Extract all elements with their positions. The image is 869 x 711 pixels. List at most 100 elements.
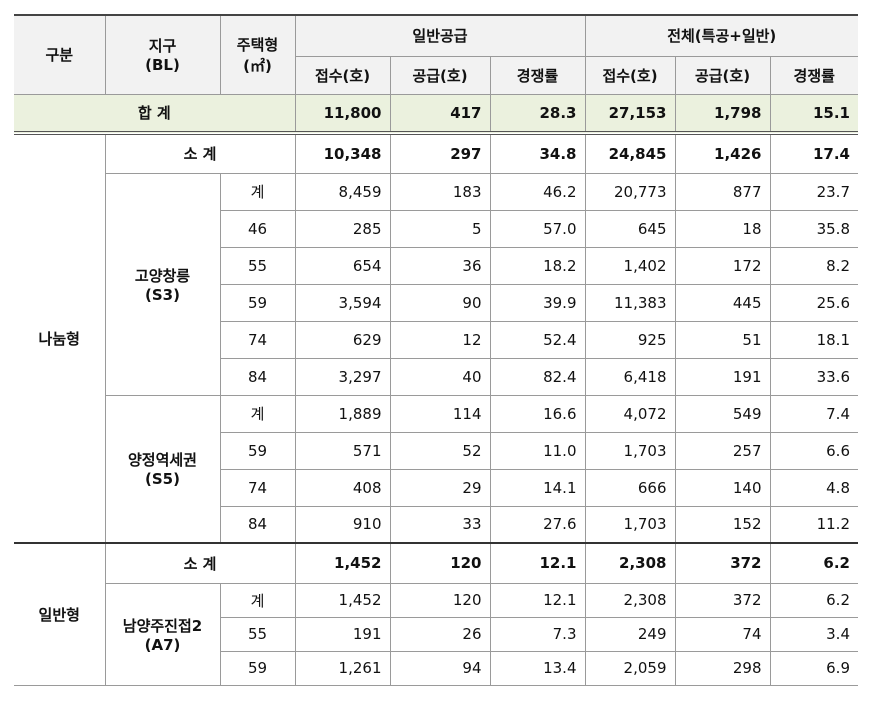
value-cell: 18: [674, 209, 771, 248]
value-cell: 298: [674, 650, 771, 686]
value-cell: 33: [389, 505, 491, 544]
value-cell: 6.2: [769, 542, 858, 584]
value-cell: 654: [294, 246, 391, 285]
section-cell: 일반형: [14, 542, 106, 686]
value-cell: 1,426: [674, 132, 771, 174]
value-cell: 191: [294, 616, 391, 652]
value-cell: 549: [674, 394, 771, 433]
table-body: 구분 지구 (BL) 주택형 (㎡) 일반공급 전체(특공+일반) 접수(호) 공급(…: [14, 14, 858, 686]
value-cell: 3.4: [769, 616, 858, 652]
data-row: 고양창릉 (S3) 계 8,459 183 46.2 20,773 877 23.7: [14, 172, 858, 396]
value-cell: 183: [389, 172, 491, 211]
value-cell: 27,153: [584, 93, 676, 135]
value-cell: 90: [389, 283, 491, 322]
value-cell: 52: [389, 431, 491, 470]
value-cell: 14.1: [489, 468, 586, 507]
header-cell: 경쟁률: [769, 55, 858, 95]
header-cell: 공급(호): [389, 55, 491, 95]
value-cell: 12.1: [489, 542, 586, 584]
type-cell: 59: [219, 283, 296, 322]
value-cell: 297: [389, 132, 491, 174]
value-cell: 6.2: [769, 582, 858, 618]
value-cell: 10,348: [294, 132, 391, 174]
header-cell: 일반공급: [294, 14, 586, 57]
value-cell: 27.6: [489, 505, 586, 544]
data-row: 46 285 5 57.0 645 18 35.8: [14, 209, 858, 248]
data-row: 55 654 36 18.2 1,402 172 8.2: [14, 246, 858, 285]
value-cell: 1,889: [294, 394, 391, 433]
value-cell: 29: [389, 468, 491, 507]
data-row: 55 191 26 7.3 249 74 3.4: [14, 616, 858, 652]
data-row: 남양주진접2 (A7) 계 1,452 120 12.1 2,308 372 6.2: [14, 582, 858, 686]
value-cell: 12: [389, 320, 491, 359]
value-cell: 18.2: [489, 246, 586, 285]
data-row: 84 3,297 40 82.4 6,418 191 33.6: [14, 357, 858, 396]
label-cell: 합 계: [14, 93, 296, 135]
value-cell: 36: [389, 246, 491, 285]
data-row: 84 910 33 27.6 1,703 152 11.2: [14, 505, 858, 544]
data-row: 59 571 52 11.0 1,703 257 6.6: [14, 431, 858, 470]
value-cell: 12.1: [489, 582, 586, 618]
value-cell: 629: [294, 320, 391, 359]
value-cell: 408: [294, 468, 391, 507]
value-cell: 2,308: [584, 542, 676, 584]
data-row: 74 629 12 52.4 925 51 18.1: [14, 320, 858, 359]
value-cell: 645: [584, 209, 676, 248]
district-cell: 남양주진접2 (A7): [104, 582, 221, 686]
data-row: 74 408 29 14.1 666 140 4.8: [14, 468, 858, 507]
type-cell: 59: [219, 650, 296, 686]
type-cell: 계: [219, 582, 296, 618]
value-cell: 1,261: [294, 650, 391, 686]
value-cell: 25.6: [769, 283, 858, 322]
value-cell: 11,383: [584, 283, 676, 322]
value-cell: 8.2: [769, 246, 858, 285]
type-cell: 46: [219, 209, 296, 248]
value-cell: 51: [674, 320, 771, 359]
value-cell: 4,072: [584, 394, 676, 433]
value-cell: 191: [674, 357, 771, 396]
type-cell: 계: [219, 172, 296, 211]
total-row: 합 계 11,800 417 28.3 27,153 1,798 15.1: [14, 93, 858, 135]
value-cell: 571: [294, 431, 391, 470]
value-cell: 28.3: [489, 93, 586, 135]
value-cell: 11.2: [769, 505, 858, 544]
value-cell: 285: [294, 209, 391, 248]
header-cell: 주택형 (㎡): [219, 14, 296, 95]
value-cell: 17.4: [769, 132, 858, 174]
value-cell: 3,594: [294, 283, 391, 322]
header-cell: 경쟁률: [489, 55, 586, 95]
header-text: (BL): [145, 56, 180, 75]
header-cell: 공급(호): [674, 55, 771, 95]
value-cell: 4.8: [769, 468, 858, 507]
value-cell: 3,297: [294, 357, 391, 396]
competition-table: 구분 지구 (BL) 주택형 (㎡) 일반공급 전체(특공+일반) 접수(호) 공급(…: [14, 14, 858, 686]
value-cell: 172: [674, 246, 771, 285]
type-cell: 84: [219, 357, 296, 396]
label-cell: 소 계: [104, 542, 296, 584]
type-cell: 74: [219, 468, 296, 507]
value-cell: 257: [674, 431, 771, 470]
value-cell: 46.2: [489, 172, 586, 211]
value-cell: 11.0: [489, 431, 586, 470]
type-cell: 55: [219, 616, 296, 652]
value-cell: 114: [389, 394, 491, 433]
data-row: 양정역세권 (S5) 계 1,889 114 16.6 4,072 549 7.4: [14, 394, 858, 544]
type-cell: 84: [219, 505, 296, 544]
value-cell: 120: [389, 542, 491, 584]
value-cell: 6.9: [769, 650, 858, 686]
data-row: 59 1,261 94 13.4 2,059 298 6.9: [14, 650, 858, 686]
type-cell: 55: [219, 246, 296, 285]
value-cell: 40: [389, 357, 491, 396]
value-cell: 140: [674, 468, 771, 507]
type-cell: 74: [219, 320, 296, 359]
value-cell: 33.6: [769, 357, 858, 396]
subtotal-row: 일반형 소 계 1,452 120 12.1 2,308 372 6.2: [14, 542, 858, 686]
type-cell: 계: [219, 394, 296, 433]
value-cell: 120: [389, 582, 491, 618]
header-cell: 접수(호): [584, 55, 676, 95]
value-cell: 57.0: [489, 209, 586, 248]
value-cell: 26: [389, 616, 491, 652]
value-cell: 8,459: [294, 172, 391, 211]
value-cell: 7.3: [489, 616, 586, 652]
